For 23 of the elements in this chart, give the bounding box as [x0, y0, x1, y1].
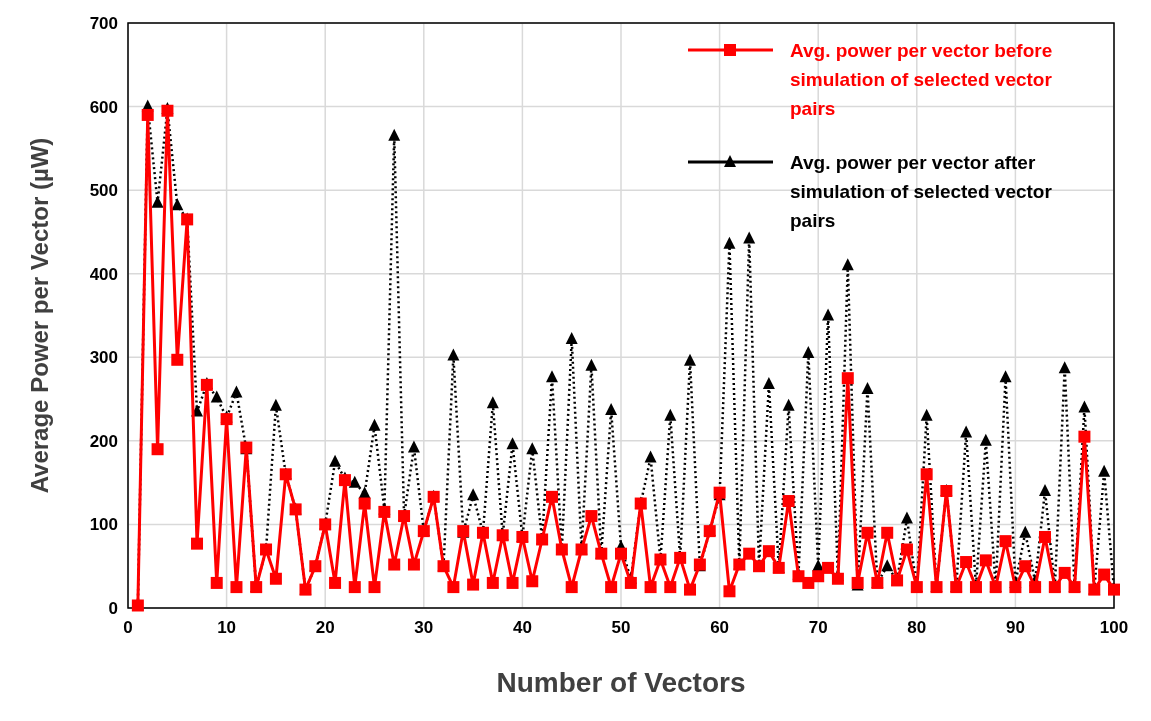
y-tick-label: 100 — [89, 515, 118, 535]
x-tick-label: 100 — [1099, 618, 1129, 637]
y-tick-label: 600 — [89, 97, 118, 117]
x-tick-label: 60 — [710, 618, 730, 637]
x-axis-title: Number of Vectors — [496, 667, 746, 698]
legend-label: Avg. power per vector before simulation of selected vector pairs — [790, 39, 1053, 119]
x-tick-label: 40 — [512, 618, 532, 637]
x-tick-label: 30 — [414, 618, 434, 637]
x-tick-label: 70 — [808, 618, 828, 637]
y-tick-label: 400 — [89, 264, 118, 284]
x-tick-label: 20 — [315, 618, 335, 637]
x-tick-label: 90 — [1005, 618, 1025, 637]
y-tick-label: 700 — [89, 13, 118, 33]
y-axis-title: Average Power per Vector (µW) — [26, 137, 53, 494]
y-tick-label: 300 — [89, 348, 118, 368]
x-tick-label: 10 — [217, 618, 237, 637]
x-tick-label: 80 — [907, 618, 927, 637]
x-tick-label: 50 — [611, 618, 631, 637]
x-tick-label: 0 — [123, 618, 133, 637]
y-tick-label: 200 — [89, 431, 118, 451]
y-tick-label: 500 — [89, 181, 118, 201]
legend-label: Avg. power per vector after simulation of selected vector pairs — [790, 151, 1053, 231]
y-tick-label: 0 — [108, 598, 118, 618]
